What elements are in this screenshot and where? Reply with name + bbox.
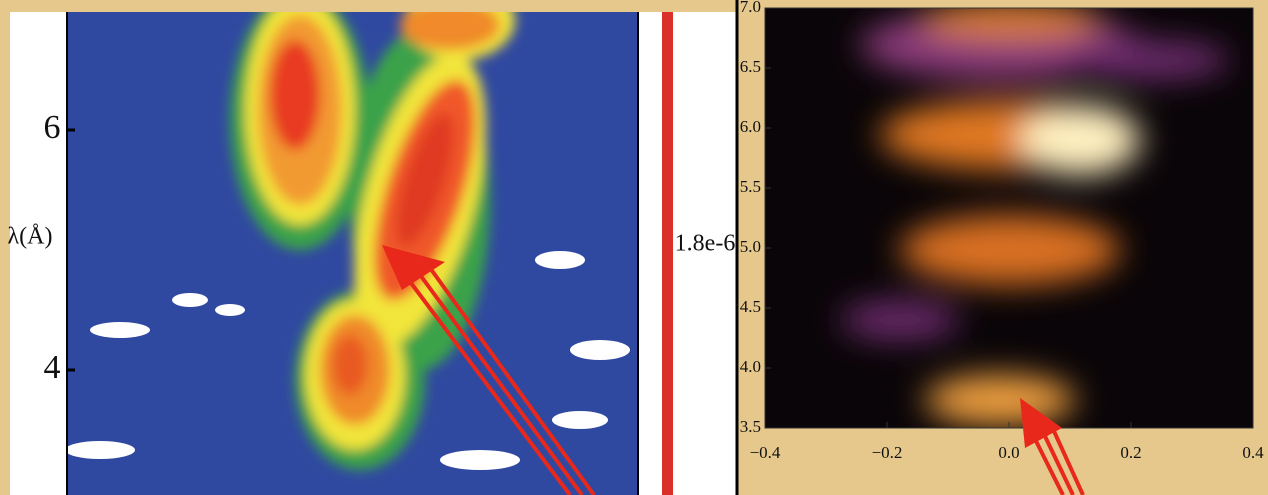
x-tick-label: 0.4: [1242, 443, 1264, 462]
y-tick-label: 6: [44, 109, 61, 146]
y-tick-label: 4: [44, 349, 61, 386]
x-tick-label: −0.4: [750, 443, 781, 462]
y-tick-label: 5.0: [740, 237, 761, 256]
y-tick-label: 3.5: [740, 417, 761, 436]
left-heatmap: [67, 12, 638, 495]
y-axis-label: λ(Å): [8, 224, 53, 250]
y-tick-label: 5.5: [740, 177, 761, 196]
y-tick-label: 4.5: [740, 297, 761, 316]
y-tick-label: 4.0: [740, 357, 761, 376]
colorbar: [662, 12, 673, 495]
x-tick-label: 0.0: [998, 443, 1019, 462]
right-heatmap: [765, 8, 1253, 428]
x-tick-label: 0.2: [1120, 443, 1141, 462]
y-tick-label: 6.0: [740, 117, 761, 136]
y-tick-label: 7.0: [740, 0, 761, 16]
colorbar-label: 1.8e-6: [675, 231, 736, 257]
arrow: [1020, 398, 1085, 495]
y-tick-label: 6.5: [740, 57, 761, 76]
arrow: [382, 245, 596, 495]
x-tick-label: −0.2: [872, 443, 903, 462]
